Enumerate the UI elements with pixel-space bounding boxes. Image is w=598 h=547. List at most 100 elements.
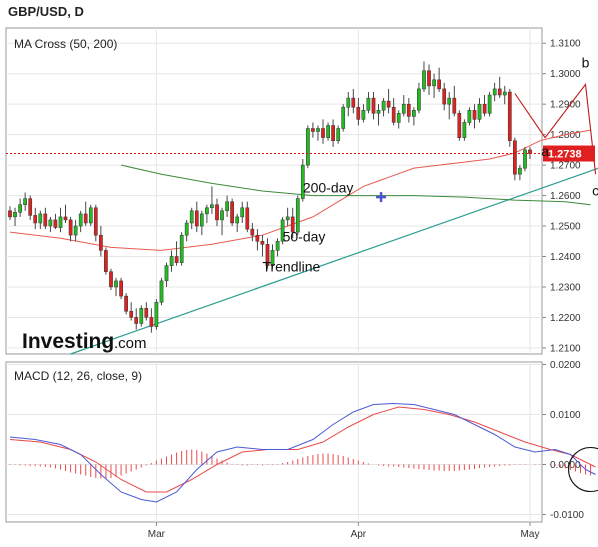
candle[interactable]	[73, 219, 78, 242]
candle[interactable]	[356, 98, 361, 126]
candle[interactable]	[336, 125, 341, 144]
candle[interactable]	[346, 91, 351, 117]
candle[interactable]	[134, 308, 139, 330]
candle[interactable]	[139, 305, 144, 327]
candle[interactable]	[189, 207, 194, 230]
candle[interactable]	[482, 95, 487, 117]
candle[interactable]	[518, 165, 522, 181]
candle[interactable]	[371, 91, 376, 120]
candle[interactable]	[250, 222, 255, 242]
candle[interactable]	[144, 302, 149, 321]
candle[interactable]	[179, 232, 184, 266]
candle[interactable]	[184, 219, 189, 242]
candle[interactable]	[194, 201, 199, 233]
candle[interactable]	[174, 241, 179, 266]
candle[interactable]	[280, 216, 285, 245]
candle[interactable]	[523, 146, 527, 172]
candle[interactable]	[68, 216, 73, 242]
candle[interactable]	[477, 98, 482, 123]
candle[interactable]	[427, 64, 431, 96]
candle[interactable]	[154, 299, 159, 330]
candle[interactable]	[88, 204, 93, 227]
candle[interactable]	[437, 67, 441, 92]
candle[interactable]	[417, 82, 421, 114]
candle[interactable]	[255, 229, 260, 251]
candle[interactable]	[316, 125, 320, 141]
candle[interactable]	[205, 204, 209, 223]
candle[interactable]	[129, 302, 134, 321]
candle[interactable]	[502, 85, 507, 105]
candle[interactable]	[149, 308, 154, 333]
candle[interactable]	[48, 216, 53, 233]
candle[interactable]	[361, 104, 366, 123]
candle[interactable]	[235, 213, 240, 233]
candle[interactable]	[43, 207, 48, 230]
candle[interactable]	[119, 277, 123, 300]
candle[interactable]	[240, 201, 245, 223]
candlesticks-layer[interactable]	[8, 61, 532, 333]
candle[interactable]	[265, 238, 270, 269]
candle[interactable]	[215, 198, 219, 227]
candle[interactable]	[210, 186, 214, 214]
candle[interactable]	[467, 107, 472, 126]
candle[interactable]	[33, 207, 38, 230]
candle[interactable]	[53, 213, 58, 230]
candle[interactable]	[457, 110, 462, 141]
candle[interactable]	[442, 82, 447, 111]
candle[interactable]	[99, 226, 103, 257]
candle[interactable]	[225, 195, 229, 217]
candle[interactable]	[406, 98, 411, 123]
candle[interactable]	[63, 204, 68, 223]
macd-panel[interactable]: MACD (12, 26, close, 9) 0.02000.01000.00…	[5, 360, 598, 540]
candle[interactable]	[487, 91, 492, 117]
candle[interactable]	[38, 210, 43, 230]
candle[interactable]	[169, 250, 174, 272]
candle[interactable]	[432, 73, 436, 99]
candle[interactable]	[78, 210, 83, 233]
price-panel[interactable]: MA Cross (50, 200) 1.3100 1.3000 1.2900 1.2…	[5, 27, 598, 355]
candle[interactable]	[326, 122, 330, 141]
candle[interactable]	[285, 207, 290, 227]
candle[interactable]	[290, 207, 295, 239]
candle[interactable]	[104, 247, 108, 275]
candle[interactable]	[452, 85, 457, 117]
candle[interactable]	[492, 82, 497, 102]
candle[interactable]	[58, 207, 63, 233]
candle[interactable]	[412, 107, 416, 126]
candle[interactable]	[351, 88, 356, 114]
candle[interactable]	[422, 61, 426, 92]
candle[interactable]	[220, 207, 224, 236]
candle[interactable]	[114, 277, 118, 297]
candle[interactable]	[507, 88, 512, 147]
candle[interactable]	[331, 119, 335, 147]
candle[interactable]	[270, 244, 275, 269]
candle[interactable]	[28, 195, 33, 220]
candle[interactable]	[472, 104, 477, 129]
candle[interactable]	[396, 110, 401, 129]
candle[interactable]	[513, 137, 517, 181]
candle[interactable]	[199, 210, 204, 236]
candle[interactable]	[245, 201, 250, 233]
candle[interactable]	[306, 125, 310, 169]
candle[interactable]	[159, 277, 164, 306]
candle[interactable]	[18, 198, 22, 217]
candle[interactable]	[8, 206, 12, 220]
candle[interactable]	[260, 235, 265, 257]
candle[interactable]	[83, 201, 88, 227]
candle[interactable]	[164, 262, 169, 287]
candle[interactable]	[366, 91, 371, 114]
candle[interactable]	[391, 98, 396, 126]
candle[interactable]	[341, 104, 346, 132]
candle[interactable]	[13, 207, 17, 227]
candle[interactable]	[376, 104, 381, 126]
candle[interactable]	[23, 192, 27, 211]
candle[interactable]	[275, 238, 280, 257]
candle[interactable]	[447, 91, 452, 120]
candle[interactable]	[497, 76, 502, 99]
candle[interactable]	[124, 293, 128, 315]
candle[interactable]	[401, 95, 406, 117]
candle[interactable]	[386, 88, 391, 114]
candle[interactable]	[109, 268, 113, 291]
candle[interactable]	[295, 195, 300, 236]
candle[interactable]	[230, 198, 234, 227]
